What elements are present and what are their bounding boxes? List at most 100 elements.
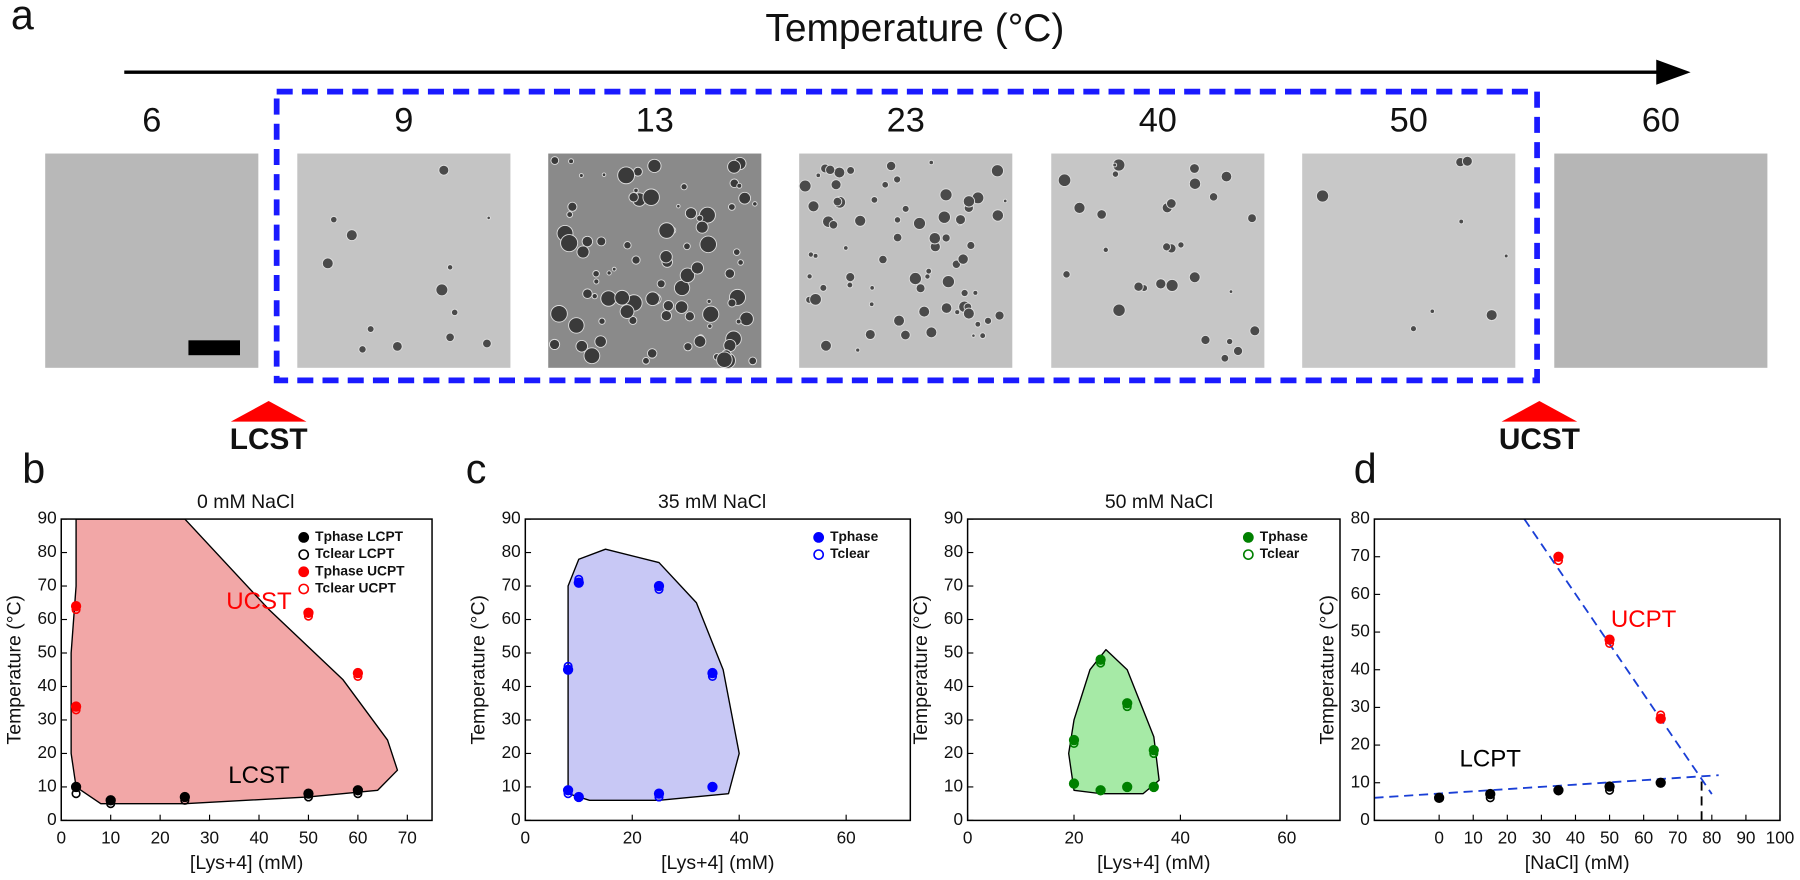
droplet	[647, 158, 662, 173]
droplet	[748, 356, 758, 366]
data-point	[1069, 779, 1079, 789]
droplet	[1228, 289, 1234, 294]
droplet	[893, 216, 902, 224]
droplet	[633, 187, 639, 194]
data-point	[574, 574, 584, 584]
droplet	[812, 252, 819, 259]
droplet	[971, 333, 976, 338]
x-tick-label: 0	[1434, 827, 1444, 847]
droplet	[550, 156, 560, 165]
data-point	[1553, 785, 1564, 795]
droplet	[915, 283, 926, 294]
annotation: UCPT	[1611, 606, 1677, 633]
droplet	[699, 235, 717, 254]
y-tick-label: 60	[944, 608, 963, 628]
y-tick-label: 40	[944, 675, 963, 695]
x-tick-label: 50	[1600, 827, 1619, 847]
droplet	[1002, 198, 1008, 204]
x-tick-label: 50	[299, 827, 318, 847]
droplet	[617, 166, 635, 185]
micrograph	[548, 153, 762, 368]
data-point	[574, 792, 584, 802]
y-tick-label: 40	[1351, 658, 1370, 678]
droplet	[941, 233, 951, 243]
data-point	[180, 795, 190, 805]
droplet	[1249, 325, 1261, 337]
legend-marker	[813, 532, 825, 543]
droplet	[658, 222, 675, 239]
droplet	[918, 305, 931, 318]
droplet	[596, 236, 607, 247]
droplet	[600, 290, 617, 307]
droplet	[676, 204, 681, 209]
droplet	[924, 273, 931, 280]
droplet	[830, 179, 842, 191]
droplet	[728, 203, 736, 211]
droplet	[820, 339, 832, 352]
droplet	[601, 172, 607, 177]
droplet	[683, 242, 691, 251]
droplet	[928, 232, 941, 245]
plot-frame	[966, 518, 1341, 822]
data-point	[1656, 710, 1666, 720]
droplet	[1062, 270, 1071, 279]
y-tick-label: 50	[38, 642, 57, 662]
data-point	[1434, 793, 1444, 803]
x-tick-label: 10	[101, 827, 120, 847]
temperature-label: 13	[636, 102, 674, 140]
droplet	[358, 345, 367, 354]
droplet	[446, 264, 454, 271]
droplet	[1133, 281, 1144, 292]
fit-line	[1374, 774, 1719, 799]
droplet	[591, 293, 598, 300]
plot-frame	[1373, 518, 1781, 822]
droplet	[1177, 241, 1185, 249]
droplet	[628, 316, 638, 325]
y-tick-label: 20	[1351, 734, 1370, 754]
y-tick-label: 0	[47, 809, 57, 829]
y-tick-label: 30	[502, 708, 521, 728]
droplet	[659, 250, 673, 264]
droplet	[450, 308, 459, 317]
droplet	[435, 283, 449, 297]
droplet	[900, 329, 911, 341]
y-axis-label: Temperature (°C)	[910, 595, 932, 745]
y-tick-label: 50	[502, 642, 521, 662]
droplet	[445, 332, 455, 343]
data-point	[1149, 782, 1159, 792]
data-point	[70, 781, 82, 793]
x-tick-label: 80	[1702, 827, 1721, 847]
droplet	[1485, 309, 1498, 322]
droplet	[833, 166, 846, 179]
droplet	[893, 175, 902, 184]
y-tick-label: 90	[944, 508, 963, 528]
data-point	[106, 799, 116, 809]
annotation: UCST	[226, 588, 292, 615]
droplet	[645, 291, 660, 306]
chart-title: 35 mM NaCl	[658, 491, 766, 513]
droplet	[614, 289, 630, 306]
data-point	[353, 789, 363, 799]
legend-marker	[1242, 549, 1254, 560]
plot-frame	[60, 518, 433, 822]
droplet	[870, 196, 879, 204]
data-point	[1485, 793, 1495, 803]
micrograph	[1554, 153, 1768, 368]
droplet	[628, 192, 639, 203]
droplet	[990, 164, 1004, 178]
droplet	[925, 267, 933, 275]
x-tick-label: 20	[1064, 827, 1083, 847]
y-axis-label: Temperature (°C)	[468, 595, 490, 745]
droplet	[881, 180, 889, 189]
micrograph	[1302, 153, 1516, 368]
droplet	[815, 172, 822, 179]
x-tick-label: 20	[1498, 827, 1517, 847]
y-tick-label: 10	[502, 775, 521, 795]
y-tick-label: 80	[1351, 508, 1370, 528]
droplet	[1155, 278, 1167, 290]
data-point	[1149, 748, 1159, 759]
droplet	[878, 254, 888, 265]
droplet	[642, 188, 660, 206]
droplet	[680, 183, 688, 191]
droplet	[960, 289, 969, 298]
